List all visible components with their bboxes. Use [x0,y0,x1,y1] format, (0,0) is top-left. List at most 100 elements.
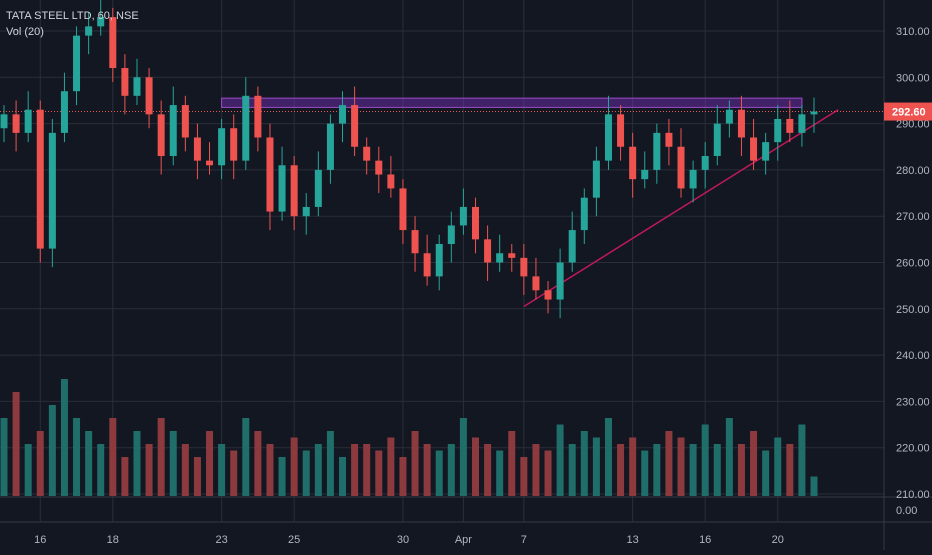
candle-body [701,156,709,170]
candle-body [36,109,44,249]
volume-bar [73,418,81,496]
volume-bar [423,444,431,496]
candle-body [266,137,274,212]
price-axis[interactable]: 310.00 300.00 290.00 280.00 270.00 260.00 250.… [896,26,930,517]
candle-body [121,68,129,96]
volume-bar [701,424,709,496]
time-tick-label: 25 [288,534,300,546]
candle-body [641,169,649,180]
price-tick-label: 310.00 [896,26,930,38]
candle-body [677,146,685,189]
volume-bar [435,450,443,496]
volume-bar [218,444,226,496]
candle-body [157,114,165,157]
volume-bar [339,457,347,496]
volume-bar [12,392,20,496]
candle-body [242,95,250,161]
price-tick-label: 270.00 [896,211,930,223]
symbol-legend[interactable]: TATA STEEL LTD, 60, NSE [6,10,139,22]
candle-body [762,142,770,161]
candle-body [798,114,806,133]
volume-bar [786,444,794,496]
candle-body [399,188,407,231]
resistance-zone [221,97,803,108]
candle-body [750,137,758,161]
price-tick-label: 290.00 [896,119,930,131]
volume-bar [60,379,68,496]
volume-bars [0,379,818,496]
candle-body [459,206,467,226]
candle-body [725,109,733,124]
price-tick-label: 280.00 [896,165,930,177]
volume-bar [351,444,359,496]
volume-bar [206,431,214,496]
candle-body [629,146,637,180]
volume-bar [48,405,56,496]
candle-body [375,160,383,175]
volume-bar [326,431,334,496]
candle-body [254,95,262,138]
candle-body [786,118,794,133]
candle-body [339,105,347,124]
last-price-label-group: 292.60 [884,102,932,121]
volume-bar [677,437,685,496]
candle-body [737,109,745,138]
volume-bar [254,431,262,496]
volume-bar [109,418,117,496]
candle-body [302,206,310,217]
volume-bar [24,444,32,496]
time-tick-label: 16 [699,534,711,546]
candle-body [713,123,721,157]
volume-bar [665,431,673,496]
candle-body [145,77,153,115]
candle-body [97,17,105,27]
volume-bar [97,444,105,496]
volume-bar [725,418,733,496]
volume-bar [278,457,286,496]
volume-bar [375,450,383,496]
candle-body [290,165,298,217]
candle-body [665,132,673,147]
volume-bar [556,424,564,496]
volume-bar [133,431,141,496]
volume-bar [580,431,588,496]
candle-body [181,105,189,138]
candle-body [351,105,359,147]
volume-bar [774,437,782,496]
volume-legend[interactable]: Vol (20) [6,26,44,38]
candle-body [169,105,177,157]
volume-bar [0,418,8,496]
candle-body [24,109,32,133]
candle-body [604,114,612,161]
price-tick-label: 230.00 [896,396,930,408]
volume-bar [532,444,540,496]
candle-body [496,253,504,263]
volume-bar [496,450,504,496]
volume-bar [314,444,322,496]
candle-body [48,132,56,249]
volume-bar [737,444,745,496]
volume-bar [169,431,177,496]
volume-bar [653,444,661,496]
time-tick-label: 16 [34,534,46,546]
candle-body [556,262,564,300]
candle-body [484,239,492,263]
volume-bar [302,450,310,496]
candle-body [278,165,286,212]
candle-body [617,114,625,147]
volume-bar [157,418,165,496]
chart-legend: TATA STEEL LTD, 60, NSE Vol (20) [6,8,139,40]
price-tick-label: 250.00 [896,304,930,316]
candle-body [109,17,117,69]
volume-bar [363,444,371,496]
candle-body [206,160,214,166]
volume-bar [520,457,528,496]
time-tick-label: 7 [521,534,527,546]
time-axis[interactable]: 16 18 23 25 30 Apr 7 13 16 20 [34,534,784,546]
volume-bar [568,444,576,496]
price-tick-label: 240.00 [896,350,930,362]
candle-body [12,114,20,133]
volume-bar [411,431,419,496]
